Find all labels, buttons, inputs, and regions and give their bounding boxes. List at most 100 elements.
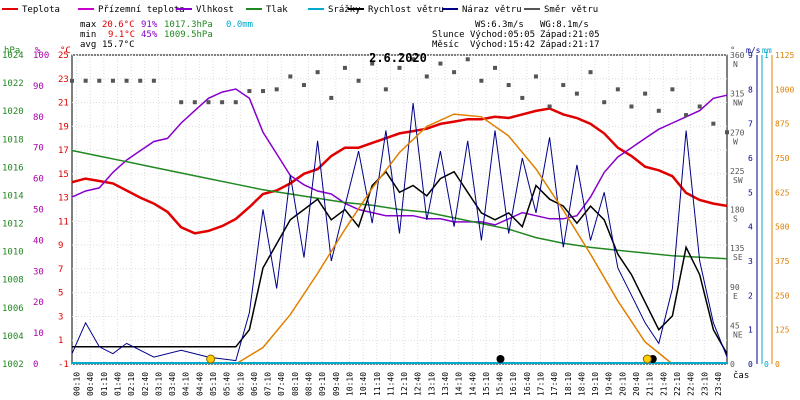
humidity-tick-label: 60 [33,175,44,185]
wind-axis-unit: m/s [746,46,761,55]
x-tick-label: 00:40 [86,372,95,396]
wind-direction-point [615,87,620,92]
moon-label: Měsíc [432,40,459,50]
x-tick-label: 14:40 [468,372,477,396]
solar-tick-label: 375 [775,257,790,266]
grid [72,54,727,365]
temperature-tick-label: 5 [58,289,63,299]
direction-tick-label: 0 [730,360,735,369]
wind-direction-point [561,83,566,88]
wind-direction-point [356,78,361,83]
legend-item: Přízemní teplota [78,5,185,15]
x-tick-label: 02:10 [127,372,136,396]
x-tick-label: 05:40 [223,372,232,396]
x-tick-label: 12:40 [414,372,423,396]
wind-direction-point [383,87,388,92]
direction-compass-label: E [733,292,738,301]
x-tick-label: 06:10 [236,372,245,396]
pressure-tick-label: 1012 [2,220,24,230]
x-tick-label: 18:10 [564,372,573,396]
legend-item: Tlak [246,5,288,15]
temperature-tick-label: 15 [58,170,69,180]
wind-direction-point [220,100,225,105]
direction-compass-label: N [733,60,738,69]
series-line-náraz-větru [71,103,728,362]
wind-direction-point [602,100,607,105]
wind-direction-point [342,65,347,70]
direction-tick-label: 360 [730,51,745,60]
x-tick-label: 06:40 [250,372,259,396]
legend-label: Teplota [22,5,60,15]
wind-tick-label: 6 [748,154,753,163]
humidity-tick-label: 20 [33,298,44,308]
x-axis-label: čas [733,370,749,381]
stat-max-hum: 91% [141,20,158,30]
stat-min-label: min [80,30,96,40]
header-info: 2.6.2020 max 20.6°C 91% 1017.3hPa 0.0mm … [80,20,749,381]
wind-direction-point [574,91,579,96]
x-tick-label: 17:40 [550,372,559,396]
stat-max-press: 1017.3hPa [164,20,213,30]
legend-label: Rychlost větru [368,5,444,15]
direction-compass-label: SE [733,253,743,262]
pressure-tick-label: 1020 [2,107,24,117]
wind-direction-point [70,78,74,83]
wind-ws: WS:6.3m/s [475,20,524,30]
sun-rise-marker [206,354,216,364]
humidity-axis-unit: % [35,46,41,56]
x-tick-label: 04:10 [182,372,191,396]
x-tick-label: 07:10 [264,372,273,396]
wind-tick-label: 3 [748,257,753,266]
x-tick-label: 23:40 [714,372,723,396]
temperature-tick-label: 23 [58,75,69,85]
x-tick-label: 13:40 [441,372,450,396]
wind-direction-point [370,61,375,66]
direction-compass-label: NE [733,330,743,339]
temperature-tick-label: 9 [58,241,63,251]
pressure-tick-label: 1016 [2,163,24,173]
temperature-tick-label: 3 [58,312,63,322]
x-tick-label: 03:10 [154,372,163,396]
solar-tick-label: 625 [775,188,790,197]
series-line-rychlost-větru [72,170,728,355]
wind-tick-label: 7 [748,120,753,129]
direction-compass-label: W [733,137,738,146]
series-line-solární-záření [235,113,673,365]
stat-min-hum: 45% [141,30,158,40]
pressure-tick-label: 1010 [2,248,24,258]
wind-direction-point [138,78,143,83]
wind-direction-point [533,74,538,79]
wind-direction-point [83,78,88,83]
wind-direction-point [124,78,129,83]
humidity-tick-label: 0 [33,360,38,370]
sun-label: Slunce [432,30,465,40]
humidity-tick-label: 90 [33,82,44,92]
solar-tick-label: 125 [775,326,790,335]
legend-item: Směr větru [524,5,598,15]
x-tick-label: 20:40 [632,372,641,396]
chart-title: 2.6.2020 [369,51,427,65]
solar-tick-label: 750 [775,154,790,163]
stat-min-press: 1009.5hPa [164,30,213,40]
moon-set: Západ:21:17 [540,40,600,50]
pressure-tick-label: 1006 [2,304,24,314]
legend-label: Přízemní teplota [98,5,185,15]
wind-direction-point [424,74,429,79]
pressure-tick-label: 1002 [2,360,24,370]
direction-tick-label: 315 [730,90,745,99]
wind-direction-point [725,130,729,135]
moon-rise: Východ:15:42 [470,40,535,50]
pressure-axis-unit: hPa [4,46,20,56]
wind-direction-point [411,57,416,62]
wind-direction-point [547,104,552,109]
series-line-tlak [71,149,728,260]
wind-tick-label: 8 [748,85,753,94]
wind-tick-label: 5 [748,188,753,197]
temperature-tick-label: 17 [58,146,69,156]
wind-direction-point [206,100,211,105]
sun-set: Západ:21:05 [540,30,600,40]
wind-wg: WG:8.1m/s [540,20,589,30]
series-layer [70,57,729,365]
x-tick-label: 21:40 [659,372,668,396]
